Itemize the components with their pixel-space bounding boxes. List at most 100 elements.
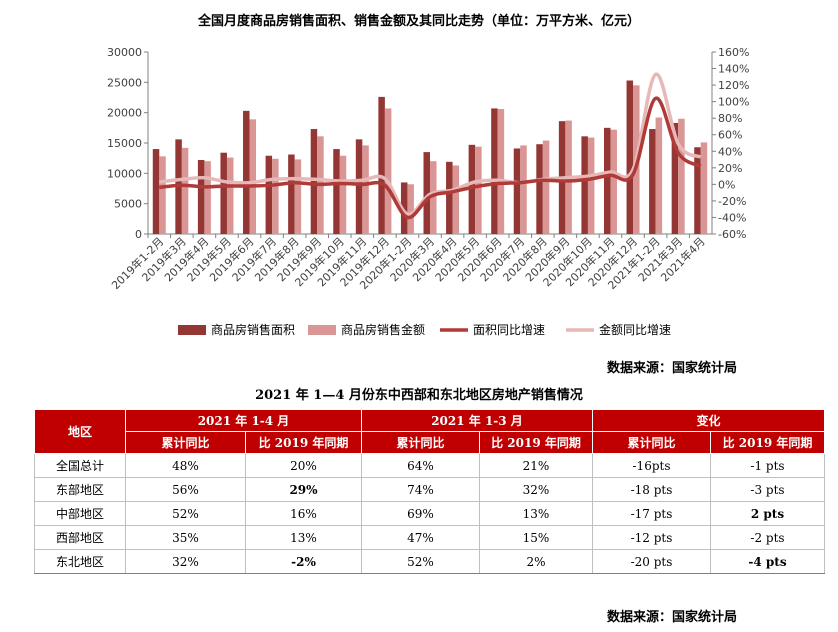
bar-area bbox=[220, 152, 227, 234]
table-cell: 64% bbox=[361, 453, 480, 478]
table-cell: 32% bbox=[479, 477, 593, 502]
bar-area bbox=[197, 159, 205, 234]
line-amount-yoy bbox=[159, 72, 702, 216]
bar-amount bbox=[159, 156, 166, 234]
table-cell: -3 pts bbox=[710, 477, 826, 502]
bar-area bbox=[536, 144, 543, 234]
bar-amount bbox=[362, 145, 369, 234]
table-cell: 35% bbox=[125, 525, 246, 550]
table-row: 东部地区 56% 29% 74% 32% -18 pts -3 pts bbox=[34, 477, 826, 502]
bar-area bbox=[649, 129, 656, 234]
sales-chart: 0 5000 10000 15000 20000 25000 30000 -60% -40% -2… bbox=[107, 46, 749, 337]
sub-header: 累计同比 bbox=[125, 431, 246, 454]
bar-area bbox=[400, 182, 408, 234]
bar-amount bbox=[294, 159, 302, 234]
bar-amount bbox=[430, 161, 437, 234]
bar-area bbox=[310, 129, 318, 234]
bar-amount bbox=[181, 147, 189, 234]
bar-amount bbox=[610, 129, 617, 234]
table-cell: -4 pts bbox=[710, 549, 826, 574]
y-tick-label: 0 bbox=[135, 228, 142, 241]
sub-header: 比 2019 年同期 bbox=[479, 431, 593, 454]
bar-area bbox=[671, 122, 679, 234]
bar-area bbox=[694, 147, 701, 234]
line-area-yoy bbox=[159, 96, 702, 220]
y2-tick-label: 0% bbox=[718, 178, 735, 191]
table-cell: -2% bbox=[245, 549, 362, 574]
bar-amount bbox=[542, 140, 550, 234]
table-cell: 16% bbox=[245, 501, 362, 526]
group-header: 变化 bbox=[591, 409, 826, 432]
bar-area bbox=[423, 152, 430, 234]
table-cell: -18 pts bbox=[592, 477, 711, 502]
bar-amount bbox=[384, 108, 392, 234]
table-cell: 2% bbox=[479, 549, 593, 574]
table-row: 西部地区 35% 13% 47% 15% -12 pts -2 pts bbox=[34, 525, 826, 550]
table-cell: 32% bbox=[125, 549, 246, 574]
y2-tick-label: 20% bbox=[718, 162, 742, 175]
table-cell: 74% bbox=[361, 477, 480, 502]
bar-amount bbox=[204, 161, 211, 234]
y2-tick-label: 140% bbox=[718, 63, 749, 76]
bar-amount bbox=[587, 137, 595, 234]
table-cell: 2 pts bbox=[710, 501, 826, 526]
y-tick-label: 5000 bbox=[114, 198, 142, 211]
table-cell: 中部地区 bbox=[34, 501, 126, 526]
legend-label: 金额同比增速 bbox=[599, 322, 671, 337]
table-cell: 东北地区 bbox=[34, 549, 126, 574]
sub-header: 比 2019 年同期 bbox=[709, 431, 826, 454]
table-cell: -1 pts bbox=[710, 453, 826, 478]
sub-header: 累计同比 bbox=[592, 431, 711, 454]
sub-header: 累计同比 bbox=[361, 431, 480, 454]
table-cell: 52% bbox=[361, 549, 480, 574]
table-cell: -16pts bbox=[592, 453, 711, 478]
bar-area bbox=[513, 148, 521, 234]
y-tick-label: 20000 bbox=[107, 107, 142, 120]
bar-area bbox=[626, 80, 634, 234]
y2-tick-label: 100% bbox=[718, 96, 749, 109]
y2-tick-label: 80% bbox=[718, 112, 742, 125]
y-tick-label: 10000 bbox=[107, 167, 142, 180]
bar-amount bbox=[520, 145, 527, 234]
table-cell: -20 pts bbox=[592, 549, 711, 574]
sub-header: 比 2019 年同期 bbox=[245, 431, 362, 454]
table-source: 数据来源：国家统计局 bbox=[607, 610, 738, 625]
y-tick-label: 25000 bbox=[107, 76, 142, 89]
table-cell: 52% bbox=[125, 501, 246, 526]
regional-sales-table: 地区 2021 年 1-4 月 2021 年 1-3 月 变化 累计同比 比 2… bbox=[34, 409, 826, 574]
table-cell: -2 pts bbox=[710, 525, 826, 550]
y2-tick-label: 60% bbox=[718, 129, 742, 142]
table-cell: 全国总计 bbox=[34, 453, 126, 478]
table-cell: 15% bbox=[479, 525, 593, 550]
table-row: 东北地区 32% -2% 52% 2% -20 pts -4 pts bbox=[34, 549, 826, 574]
y2-tick-label: 120% bbox=[718, 79, 749, 92]
table-title: 2021 年 1—4 月份东中西部和东北地区房地产销售情况 bbox=[255, 388, 583, 403]
table-cell: 21% bbox=[479, 453, 593, 478]
table-cell: 56% bbox=[125, 477, 246, 502]
bar-area bbox=[243, 110, 250, 234]
bar-amount bbox=[475, 146, 482, 234]
chart-title: 全国月度商品房销售面积、销售金额及其同比走势（单位：万平方米、亿元） bbox=[197, 14, 640, 29]
group-header: 2021 年 1-3 月 bbox=[361, 409, 593, 432]
bar-amount bbox=[226, 157, 234, 234]
table-cell: 47% bbox=[361, 525, 480, 550]
y2-tick-label: 160% bbox=[718, 46, 749, 59]
bar-amount bbox=[339, 155, 347, 234]
table-cell: 西部地区 bbox=[34, 525, 126, 550]
bar-amount bbox=[497, 109, 505, 234]
table-cell: 29% bbox=[245, 477, 362, 502]
bar-area bbox=[491, 108, 498, 234]
bar-area bbox=[446, 161, 453, 234]
legend-swatch bbox=[178, 325, 206, 335]
legend-label: 商品房销售金额 bbox=[341, 322, 425, 337]
bar-area bbox=[378, 96, 385, 234]
bar-area bbox=[265, 155, 273, 234]
bar-area bbox=[152, 149, 160, 234]
bar-amount bbox=[655, 117, 663, 234]
y-tick-label: 30000 bbox=[107, 46, 142, 59]
table-cell: -17 pts bbox=[592, 501, 711, 526]
y2-tick-label: -60% bbox=[718, 228, 746, 241]
legend-label: 面积同比增速 bbox=[473, 323, 545, 337]
bar-area bbox=[355, 139, 363, 234]
y2-tick-label: -20% bbox=[718, 195, 746, 208]
